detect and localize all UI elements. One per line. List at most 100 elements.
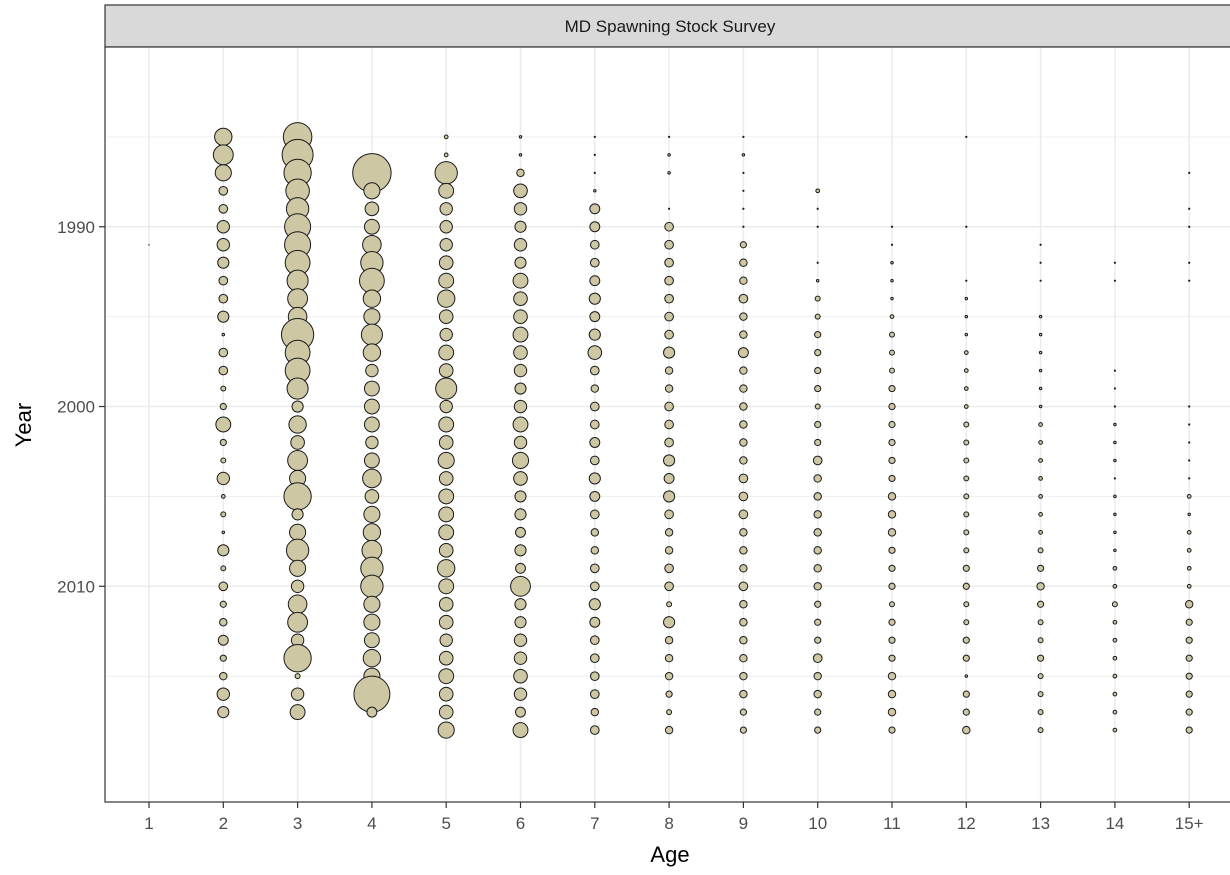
data-point: [589, 725, 600, 735]
data-point: [888, 654, 896, 662]
data-point: [888, 438, 896, 447]
data-point: [814, 420, 822, 429]
data-point: [739, 384, 748, 393]
data-point: [217, 544, 230, 557]
data-point: [1037, 691, 1044, 698]
data-point: [1038, 440, 1043, 445]
data-point: [590, 384, 600, 393]
data-point: [363, 595, 381, 613]
data-point: [813, 582, 822, 591]
data-point: [438, 524, 455, 541]
x-tick-label: 7: [590, 814, 599, 833]
data-point: [738, 581, 749, 592]
data-point: [888, 618, 896, 626]
data-point: [511, 451, 530, 470]
data-point: [962, 582, 970, 590]
data-point: [739, 276, 748, 285]
data-point: [438, 363, 454, 378]
x-tick-label: 5: [441, 814, 450, 833]
data-point: [220, 565, 227, 572]
data-point: [667, 135, 671, 139]
data-point: [515, 706, 526, 718]
data-point: [513, 202, 528, 216]
data-point: [589, 221, 601, 233]
data-point: [1113, 548, 1117, 553]
data-point: [1036, 582, 1045, 591]
data-point: [590, 707, 600, 717]
data-point: [218, 581, 229, 592]
data-point: [363, 218, 380, 235]
x-tick-label: 2: [219, 814, 228, 833]
data-point: [589, 581, 600, 592]
data-point: [362, 523, 382, 542]
data-point: [814, 708, 822, 716]
data-point: [963, 529, 970, 536]
data-point: [589, 671, 600, 682]
data-point: [738, 509, 749, 520]
data-point: [742, 225, 745, 228]
data-point: [742, 189, 745, 192]
data-point: [1185, 654, 1193, 662]
data-point: [516, 168, 525, 178]
data-point: [148, 243, 150, 246]
data-point: [443, 134, 449, 140]
data-point: [362, 289, 382, 308]
data-point: [219, 654, 227, 662]
data-point: [438, 309, 454, 324]
data-point: [1113, 440, 1117, 445]
data-point: [739, 241, 748, 249]
data-point: [513, 687, 528, 701]
data-point: [739, 258, 748, 267]
data-point: [221, 530, 226, 535]
data-point: [739, 402, 748, 411]
data-point: [514, 220, 527, 233]
data-point: [220, 494, 226, 499]
data-point: [890, 225, 894, 228]
data-point: [1113, 512, 1117, 517]
data-point: [964, 332, 969, 337]
data-point: [813, 510, 822, 519]
data-point: [887, 689, 897, 699]
data-point: [287, 594, 308, 615]
data-point: [739, 653, 748, 663]
data-point: [664, 671, 674, 681]
data-point: [1188, 441, 1191, 444]
data-point: [588, 328, 601, 341]
data-point: [1037, 709, 1044, 716]
data-point: [963, 601, 970, 608]
data-point: [814, 366, 822, 375]
data-point: [589, 616, 601, 628]
data-point: [815, 278, 820, 283]
data-point: [589, 563, 600, 574]
data-point: [663, 490, 676, 503]
data-point: [438, 416, 455, 433]
data-point: [513, 238, 528, 252]
data-point: [1112, 691, 1118, 697]
data-point: [437, 721, 455, 739]
data-point: [1038, 494, 1043, 499]
data-point: [363, 613, 381, 631]
data-point: [216, 238, 231, 252]
data-point: [289, 704, 306, 721]
data-point: [514, 598, 527, 611]
data-point: [593, 189, 597, 193]
data-point: [518, 135, 523, 139]
data-point: [1038, 332, 1043, 337]
data-point: [739, 438, 748, 447]
data-point: [814, 348, 822, 357]
data-point: [739, 456, 748, 465]
data-point: [738, 491, 749, 502]
data-point: [366, 706, 378, 718]
y-tick-label: 2000: [57, 398, 95, 417]
data-point: [513, 345, 528, 360]
data-point: [365, 435, 379, 450]
x-tick-label: 3: [293, 814, 302, 833]
data-point: [741, 153, 746, 157]
x-tick-label: 14: [1105, 814, 1124, 833]
data-point: [438, 650, 454, 666]
data-point: [512, 416, 529, 433]
data-point: [1186, 494, 1192, 499]
x-axis: 1 2 3 4 5 6 7 8 9 10 11 12 13 14 15+: [144, 802, 1204, 833]
data-point: [1112, 673, 1118, 679]
data-point: [219, 438, 227, 447]
